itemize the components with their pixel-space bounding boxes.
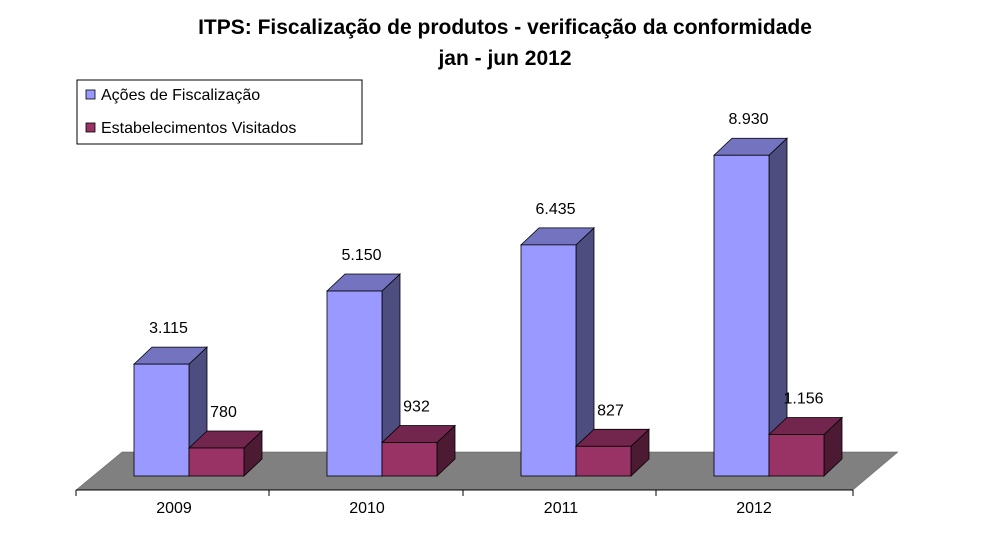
bar-front bbox=[326, 290, 383, 477]
bar-front bbox=[575, 445, 632, 477]
x-tick-label-2009: 2009 bbox=[156, 500, 192, 517]
bar-acoes-2011 bbox=[519, 226, 596, 477]
bar-front bbox=[713, 154, 770, 477]
bar-front bbox=[188, 447, 245, 477]
bar-estabelecimentos-2011 bbox=[574, 428, 651, 477]
x-tick-label-2011: 2011 bbox=[544, 500, 579, 517]
bar-estabelecimentos-2009 bbox=[187, 430, 264, 477]
bars: 3.115 780 5.150 932 6.435 827 8.930 1.156 bbox=[132, 111, 844, 477]
bar-estabelecimentos-2010 bbox=[380, 424, 457, 477]
legend-swatch-estabelecimentos bbox=[85, 122, 96, 133]
x-axis: 2009 2010 2011 2012 bbox=[75, 489, 854, 517]
legend: Ações de Fiscalização Estabelecimentos V… bbox=[76, 79, 363, 145]
data-label-acoes-2012: 8.930 bbox=[728, 111, 768, 128]
legend-label-estabelecimentos: Estabelecimentos Visitados bbox=[101, 120, 296, 137]
chart-subtitle: jan - jun 2012 bbox=[437, 47, 571, 70]
bar-front bbox=[520, 244, 577, 477]
bar-front bbox=[768, 434, 825, 477]
chart-title: ITPS: Fiscalização de produtos - verific… bbox=[198, 16, 812, 39]
data-label-acoes-2009: 3.115 bbox=[149, 320, 188, 337]
legend-label-acoes: Ações de Fiscalização bbox=[101, 87, 260, 104]
legend-swatch-acoes bbox=[85, 89, 96, 100]
legend-box bbox=[76, 79, 363, 145]
bar-acoes-2012 bbox=[712, 137, 789, 477]
x-tick-label-2010: 2010 bbox=[349, 500, 385, 517]
data-label-acoes-2010: 5.150 bbox=[341, 247, 381, 264]
bar-acoes-2010 bbox=[325, 273, 402, 477]
data-label-acoes-2011: 6.435 bbox=[535, 201, 575, 218]
data-label-estabelecimentos-2009: 780 bbox=[210, 404, 237, 421]
bar-estabelecimentos-2012 bbox=[767, 416, 844, 477]
data-label-estabelecimentos-2011: 827 bbox=[597, 402, 624, 419]
data-label-estabelecimentos-2010: 932 bbox=[403, 399, 430, 416]
x-tick-label-2012: 2012 bbox=[736, 500, 772, 517]
bar-front bbox=[133, 363, 190, 477]
bar-front bbox=[381, 442, 438, 477]
data-label-estabelecimentos-2012: 1.156 bbox=[783, 390, 823, 407]
